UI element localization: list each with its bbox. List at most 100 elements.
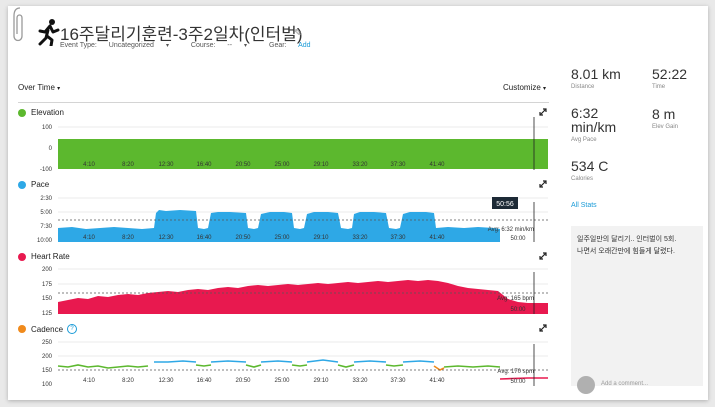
time-label: Time [652,84,666,90]
time-tick: 4:10 [83,378,95,384]
pace-cursor-time: 50:00 [510,236,526,242]
time-tick: 41:40 [429,235,445,241]
expand-icon[interactable] [539,108,547,116]
pace-cursor-badge-text: 50:56 [496,201,514,208]
cadence-chart[interactable]: 250 200 150 100 Avg: 170 spm [42,340,548,388]
event-type-selector[interactable]: Event Type: Uncategorized ▾ [60,42,179,49]
time-tick: 4:10 [83,162,95,168]
activity-charts: 100 0 -100 4:10 8:20 12:30 16:40 20:50 2… [37,117,548,388]
time-tick: 12:30 [158,162,174,168]
cadence-line-segment [353,360,387,363]
course-selector[interactable]: Course: -- ▾ [191,42,257,49]
cadence-line-segment [443,365,501,368]
expand-icon[interactable] [539,180,547,188]
cadence-line-segment [210,360,247,363]
time-tick: 41:40 [429,162,445,168]
activity-notes[interactable]: 일주일만의 달리기.. 인터벌이 5회. 나면서 오래간만에 힘들게 달렸다. [577,234,701,258]
time-tick: 33:20 [352,162,368,168]
cadence-y-tick: 150 [42,368,53,374]
expand-icon[interactable] [539,324,547,332]
elevation-y-ticks: 100 0 -100 [40,125,53,173]
elevation-y-tick: -100 [40,167,53,173]
activity-card: 16주달리기훈련-3주2일차(인터벌) ✎ Event Type: Uncate… [8,6,708,400]
cadence-avg-label: Avg: 170 spm [497,369,534,375]
event-type-value: Uncategorized [108,42,154,49]
all-stats-link[interactable]: All Stats [571,202,597,209]
heart-rate-y-ticks: 200 175 150 125 [42,267,53,317]
heart-rate-cursor-time: 50:00 [510,307,526,313]
time-tick: 16:40 [196,235,212,241]
elevation-area [58,139,548,169]
heart-rate-area [58,280,548,314]
notes-panel: 일주일만의 달리기.. 인터벌이 5회. 나면서 오래간만에 힘들게 달렸다. … [571,226,703,394]
cadence-line-segment [154,360,197,363]
avg-pace-label: Avg Pace [571,137,597,143]
time-tick: 37:30 [390,378,406,384]
time-tick: 41:40 [429,378,445,384]
pace-section-label: Pace [18,180,49,189]
pace-avg-label: Avg: 6:32 min/km [488,227,534,233]
cadence-y-tick: 100 [42,382,53,388]
cadence-line-segment [433,365,445,371]
heart-rate-chart[interactable]: 200 175 150 125 Avg: 165 bpm 50:00 [42,267,548,317]
calories-value: 534 C [571,158,609,174]
note-line: 일주일만의 달리기.. 인터벌이 5회. [577,236,677,243]
cadence-line-segment [260,360,293,363]
time-tick: 29:10 [313,378,329,384]
cadence-y-ticks: 250 200 150 100 [42,340,53,388]
time-tick: 20:50 [235,162,251,168]
pace-chart[interactable]: 2:30 5:00 7:30 10:00 50:56 Avg: 6:32 min… [37,196,548,244]
pace-y-tick: 2:30 [40,196,52,202]
elev-gain-label: Elev Gain [652,124,679,130]
cadence-line-segment [245,364,262,368]
chevron-down-icon: ▾ [244,43,248,49]
expand-icon[interactable] [539,252,547,260]
time-tick: 8:20 [122,162,134,168]
time-axis-labels: 4:10 8:20 12:30 16:40 20:50 25:00 29:10 … [83,162,445,168]
customize-dropdown[interactable]: Customize ▾ [503,83,546,92]
cadence-line-segment [195,364,212,367]
elevation-y-tick: 0 [49,146,53,152]
activity-title[interactable]: 16주달리기훈련-3주2일차(인터벌) [60,25,303,44]
edit-pencil-icon[interactable]: ✎ [294,28,303,39]
course-label: Course: [190,42,216,49]
heart-rate-avg-label: Avg: 165 bpm [497,296,534,302]
paperclip-icon [13,7,23,42]
time-value: 52:22 [652,66,688,82]
heart-rate-section-label: Heart Rate [18,252,70,261]
chevron-down-icon: ▾ [543,86,547,92]
elev-gain-value: 8 m [652,106,676,122]
time-tick: 8:20 [122,235,134,241]
help-icon[interactable]: ? [67,324,78,334]
cadence-section-label: Cadence ? [18,324,78,334]
pace-area [58,210,500,242]
heart-rate-y-tick: 150 [42,296,53,302]
gear-selector: Gear: Add [269,42,321,49]
heart-rate-y-tick: 200 [42,267,53,273]
time-tick: 20:50 [235,378,251,384]
pace-y-ticks: 2:30 5:00 7:30 10:00 [37,196,53,244]
cadence-cursor-time: 50:00 [510,379,526,385]
chevron-down-icon: ▾ [57,86,61,92]
time-tick: 33:20 [352,235,368,241]
course-value: -- [227,42,233,49]
time-tick: 25:00 [274,235,290,241]
avatar [577,376,595,394]
elevation-chart[interactable]: 100 0 -100 4:10 8:20 12:30 16:40 20:50 2… [40,117,548,173]
heart-rate-legend-dot [18,252,26,261]
cadence-line-segment [57,364,149,369]
gear-add-link[interactable]: Add [298,42,311,49]
elevation-y-tick: 100 [42,125,53,131]
over-time-dropdown[interactable]: Over Time ▾ [18,83,60,92]
time-axis-labels: 4:10 8:20 12:30 16:40 20:50 25:00 29:10 … [83,235,445,241]
comment-input[interactable]: Add a comment... [601,381,649,387]
distance-label: Distance [571,84,595,90]
cadence-line-segment [385,364,404,367]
time-tick: 4:10 [83,235,95,241]
elevation-label: Elevation [31,108,64,117]
time-tick: 29:10 [313,162,329,168]
time-tick: 16:40 [196,162,212,168]
over-time-label: Over Time [18,83,55,92]
time-tick: 16:40 [196,378,212,384]
cadence-line-segment [499,377,548,380]
